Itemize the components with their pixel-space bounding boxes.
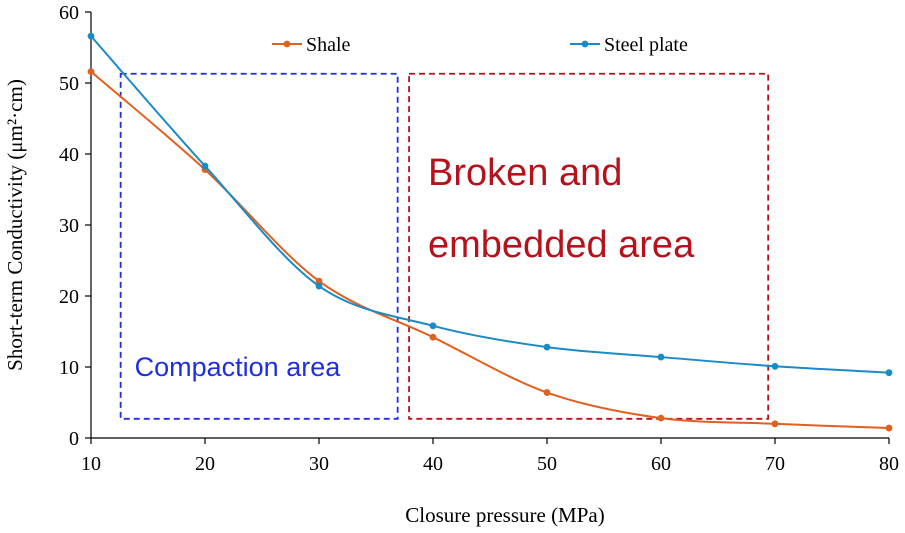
data-point-steel-plate (201, 162, 209, 170)
data-point-shale (543, 389, 551, 396)
data-point-steel-plate (771, 362, 779, 370)
legend: Shale Steel plate (272, 34, 688, 56)
x-tick-label: 30 (309, 453, 329, 475)
x-tick-label: 40 (423, 453, 443, 475)
regions: Compaction area Broken and embedded area (119, 72, 770, 420)
legend-marker-shale (283, 40, 291, 48)
data-point-steel-plate (657, 353, 665, 361)
compaction-area-label: Compaction area (135, 352, 342, 382)
data-point-shale (771, 420, 779, 428)
data-point-steel-plate (87, 32, 95, 40)
data-point-shale (315, 277, 323, 285)
series-line-steel-plate (90, 35, 890, 374)
x-tick-label: 60 (651, 453, 671, 475)
series (87, 32, 893, 432)
legend-label-steel-plate: Steel plate (604, 34, 688, 56)
legend-label-shale: Shale (306, 34, 351, 56)
x-tick-label: 80 (879, 453, 899, 475)
y-tick-label: 30 (59, 215, 79, 237)
x-tick-label: 20 (195, 453, 215, 475)
data-point-steel-plate (885, 369, 893, 377)
y-tick-label: 0 (69, 428, 79, 450)
y-tick-label: 60 (59, 2, 79, 24)
legend-marker-steel-plate (581, 40, 589, 48)
broken-embedded-area-label-line1: Broken and (428, 152, 622, 194)
y-tick-label: 40 (59, 144, 79, 166)
y-tick-label: 10 (59, 357, 79, 379)
data-point-steel-plate (543, 343, 551, 351)
data-point-shale (429, 333, 437, 341)
y-tick-label: 50 (59, 73, 79, 95)
data-point-shale (657, 414, 665, 422)
data-point-steel-plate (429, 322, 437, 330)
x-tick-label: 70 (765, 453, 785, 475)
x-tick-label: 50 (537, 453, 557, 475)
data-point-shale (87, 68, 95, 76)
data-point-shale (885, 424, 893, 432)
data-point-steel-plate (315, 282, 323, 290)
y-tick-label: 20 (59, 286, 79, 308)
broken-embedded-area-label-line2: embedded area (428, 224, 695, 266)
broken-embedded-area-box (408, 72, 770, 420)
x-tick-label: 10 (81, 453, 101, 475)
compaction-area-box (119, 72, 399, 420)
y-axis-title: Short-term Conductivity (μm²·cm) (3, 79, 27, 371)
x-axis-title: Closure pressure (MPa) (405, 503, 604, 527)
